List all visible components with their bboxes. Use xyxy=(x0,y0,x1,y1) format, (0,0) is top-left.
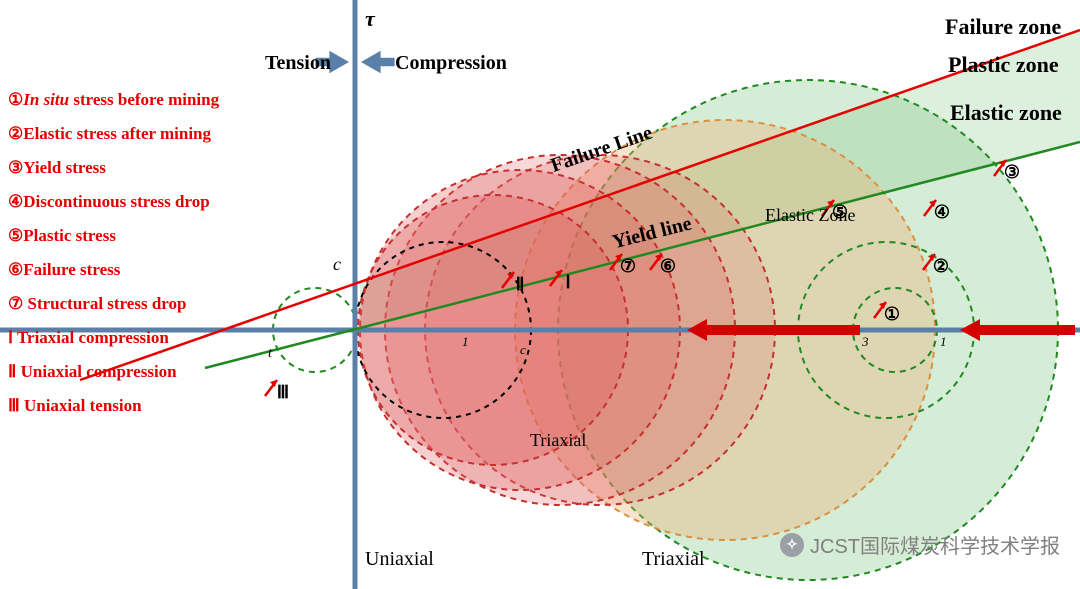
t-label: t xyxy=(268,346,272,362)
triaxial-bottom-label: Triaxial xyxy=(642,548,705,571)
watermark-icon: ✧ xyxy=(780,533,804,557)
triaxial-center-label: Triaxial xyxy=(530,430,586,451)
compression-label: Compression xyxy=(395,52,507,75)
legend-item-7: ⑦ Structural stress drop xyxy=(8,294,219,314)
svg-text:c: c xyxy=(520,342,526,357)
c-intercept-label: c xyxy=(333,254,341,275)
svg-text:Ⅰ: Ⅰ xyxy=(565,272,570,292)
svg-text:③: ③ xyxy=(1004,162,1020,182)
svg-text:④: ④ xyxy=(934,202,950,222)
svg-text:1: 1 xyxy=(940,334,947,349)
tension-label: Tension xyxy=(265,52,331,75)
uniaxial-bottom-label: Uniaxial xyxy=(365,548,434,571)
legend-item-3: ③Yield stress xyxy=(8,158,219,178)
legend-item-1: ①In situ stress before mining xyxy=(8,90,219,110)
elastic-zone-label: Elastic zone xyxy=(950,100,1062,126)
watermark: ✧ JCST国际煤炭科学技术学报 xyxy=(780,530,1060,559)
legend-item-6: ⑥Failure stress xyxy=(8,260,219,280)
failure-zone-label: Failure zone xyxy=(945,14,1061,40)
svg-text:1: 1 xyxy=(462,334,469,349)
watermark-text: JCST国际煤炭科学技术学报 xyxy=(810,530,1060,559)
legend-item-5: ⑤Plastic stress xyxy=(8,226,219,246)
legend-item-4: ④Discontinuous stress drop xyxy=(8,192,219,212)
svg-text:②: ② xyxy=(933,256,949,276)
svg-text:⑦: ⑦ xyxy=(620,256,636,276)
elastic-zone-inner-label: Elastic Zone xyxy=(765,205,855,226)
svg-text:①: ① xyxy=(884,304,900,324)
legend: ①In situ stress before mining ②Elastic s… xyxy=(8,90,219,416)
svg-text:3: 3 xyxy=(861,334,869,349)
legend-item-10: Ⅲ Uniaxial tension xyxy=(8,396,219,416)
svg-text:Ⅲ: Ⅲ xyxy=(277,382,289,402)
legend-item-9: Ⅱ Uniaxial compression xyxy=(8,362,219,382)
svg-text:Ⅱ: Ⅱ xyxy=(516,274,525,294)
legend-item-8: Ⅰ Triaxial compression xyxy=(8,328,219,348)
legend-item-2: ②Elastic stress after mining xyxy=(8,124,219,144)
svg-text:⑥: ⑥ xyxy=(660,256,676,276)
plastic-zone-label: Plastic zone xyxy=(948,52,1059,78)
tau-axis-label: τ xyxy=(365,6,375,32)
